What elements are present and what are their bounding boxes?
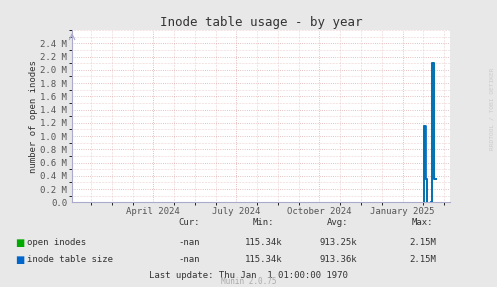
Text: -nan: -nan xyxy=(178,255,200,264)
Text: open inodes: open inodes xyxy=(27,238,86,247)
Title: Inode table usage - by year: Inode table usage - by year xyxy=(160,16,362,29)
Text: 2.15M: 2.15M xyxy=(409,238,436,247)
Text: RRDTOOL / TOBI OETIKER: RRDTOOL / TOBI OETIKER xyxy=(490,68,495,150)
Text: 913.36k: 913.36k xyxy=(319,255,357,264)
Text: inode table size: inode table size xyxy=(27,255,113,264)
Text: ■: ■ xyxy=(15,238,24,247)
Text: Avg:: Avg: xyxy=(327,218,349,227)
Text: ■: ■ xyxy=(15,255,24,265)
Text: -nan: -nan xyxy=(178,238,200,247)
Text: 2.15M: 2.15M xyxy=(409,255,436,264)
Text: Max:: Max: xyxy=(412,218,433,227)
Text: Last update: Thu Jan  1 01:00:00 1970: Last update: Thu Jan 1 01:00:00 1970 xyxy=(149,271,348,280)
Y-axis label: number of open inodes: number of open inodes xyxy=(28,60,38,173)
Text: Cur:: Cur: xyxy=(178,218,200,227)
Text: Min:: Min: xyxy=(252,218,274,227)
Text: 115.34k: 115.34k xyxy=(245,238,282,247)
Text: Munin 2.0.75: Munin 2.0.75 xyxy=(221,277,276,286)
Text: 913.25k: 913.25k xyxy=(319,238,357,247)
Text: 115.34k: 115.34k xyxy=(245,255,282,264)
